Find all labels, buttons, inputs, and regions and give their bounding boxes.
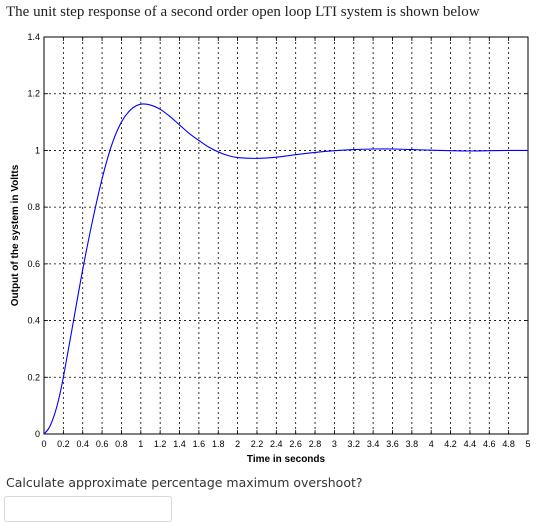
x-tick-label: 1.2 [154, 439, 167, 449]
y-tick-label: 0.6 [27, 259, 40, 269]
x-tick-label: 2.6 [289, 439, 302, 449]
x-tick-label: 1.4 [173, 439, 186, 449]
x-tick-label: 1 [138, 439, 143, 449]
y-tick-label: 0.4 [27, 316, 40, 326]
x-tick-label: 0.2 [57, 439, 70, 449]
x-tick-label: 4.2 [444, 439, 457, 449]
x-tick-label: 1.8 [212, 439, 225, 449]
x-tick-label: 4 [429, 439, 434, 449]
x-axis-label: Time in seconds [247, 454, 326, 465]
x-tick-labels: 0 0.2 0.4 0.6 0.8 1 1.2 1.4 1.6 1.8 2 2.2 2.4 2.6 2.8 3… [41, 439, 530, 449]
y-tick-label: 0 [35, 429, 40, 439]
y-tick-labels: 0 0.2 0.4 0.6 0.8 1 1.2 1.4 [27, 32, 40, 439]
y-tick-label: 1.2 [27, 89, 40, 99]
x-tick-label: 2.4 [270, 439, 283, 449]
x-tick-label: 0 [41, 439, 46, 449]
grid [44, 37, 528, 434]
x-tick-label: 2 [235, 439, 240, 449]
x-tick-label: 3.8 [406, 439, 419, 449]
y-tick-label: 0.2 [27, 372, 40, 382]
plot-frame [43, 36, 529, 435]
question-prompt: Calculate approximate percentage maximum… [6, 475, 363, 490]
x-tick-label: 4.4 [464, 439, 477, 449]
x-tick-label: 2.8 [309, 439, 322, 449]
answer-input[interactable] [4, 496, 172, 522]
x-tick-label: 1.6 [193, 439, 206, 449]
x-tick-label: 3 [332, 439, 337, 449]
y-tick-label: 1 [35, 145, 40, 155]
x-tick-label: 5 [525, 439, 530, 449]
y-tick-label: 1.4 [27, 32, 40, 42]
x-tick-label: 0.6 [96, 439, 109, 449]
axis-ticks [43, 36, 529, 435]
x-tick-label: 3.4 [367, 439, 380, 449]
x-tick-label: 0.4 [76, 439, 89, 449]
x-tick-label: 2.2 [251, 439, 264, 449]
x-tick-label: 3.2 [348, 439, 361, 449]
y-axis-label: Output of the system in Voltts [10, 164, 21, 306]
step-response-line [43, 103, 529, 435]
x-tick-label: 4.8 [502, 439, 515, 449]
question-title: The unit step response of a second order… [6, 4, 480, 20]
step-response-chart: 0 0.2 0.4 0.6 0.8 1 1.2 1.4 1.6 1.8 2 2.2 2.4 2.6 2.8 3… [10, 32, 531, 465]
x-tick-label: 4.6 [483, 439, 496, 449]
x-tick-label: 3.6 [386, 439, 399, 449]
y-tick-label: 0.8 [27, 202, 40, 212]
x-tick-label: 0.8 [115, 439, 128, 449]
